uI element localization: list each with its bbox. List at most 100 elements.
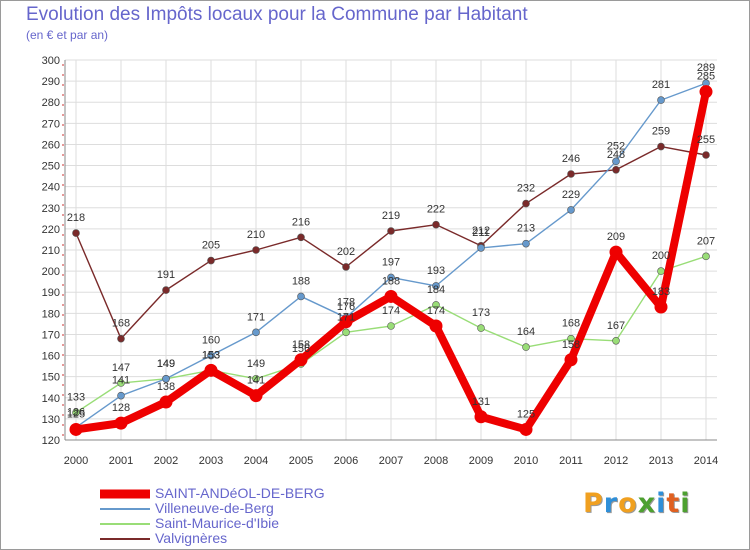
- data-point: [252, 374, 260, 383]
- chart-subtitle: (en € et par an): [26, 28, 109, 42]
- data-point: [702, 252, 710, 261]
- data-point: [384, 289, 398, 303]
- legend-swatch-saint-maurice: [100, 522, 150, 525]
- data-point: [204, 363, 218, 377]
- data-label: 229: [562, 189, 580, 201]
- data-point: [432, 220, 440, 229]
- data-label: 153: [202, 349, 220, 361]
- logo-letter: i: [680, 488, 691, 519]
- data-label: 188: [382, 275, 400, 287]
- data-point: [564, 353, 578, 367]
- logo-letter: o: [618, 488, 638, 519]
- data-label: 178: [337, 297, 355, 309]
- y-tick-label: 250: [42, 161, 60, 173]
- data-label: 259: [652, 126, 670, 138]
- y-tick-label: 270: [42, 118, 60, 130]
- data-label: 222: [427, 204, 445, 216]
- data-label: 167: [607, 320, 625, 332]
- data-label: 184: [427, 284, 445, 296]
- data-label: 183: [652, 286, 670, 298]
- y-tick-label: 260: [42, 139, 60, 151]
- series-0: [72, 142, 710, 343]
- logo-letter: r: [603, 488, 619, 519]
- data-label: 211: [472, 227, 490, 239]
- data-label: 255: [697, 134, 715, 146]
- data-label: 171: [247, 311, 265, 323]
- y-tick-label: 180: [42, 308, 60, 320]
- legend-label-saint-andeol: SAINT-ANDéOL-DE-BERG: [155, 485, 325, 501]
- data-point: [522, 343, 530, 351]
- x-tick-label: 2011: [559, 455, 583, 467]
- data-point: [567, 170, 575, 178]
- data-label: 213: [517, 223, 535, 235]
- data-label: 188: [292, 275, 310, 287]
- legend-swatch-villeneuve: [100, 507, 150, 510]
- data-point: [567, 206, 575, 214]
- data-point: [207, 256, 215, 265]
- y-tick-label: 130: [42, 414, 60, 426]
- data-point: [612, 336, 620, 345]
- data-label: 125: [517, 408, 535, 420]
- data-label: 156: [292, 343, 310, 355]
- x-tick-label: 2014: [694, 455, 718, 467]
- x-tick-label: 2000: [64, 455, 88, 467]
- x-tick-label: 2013: [649, 455, 673, 467]
- legend-swatch-valvigneres: [100, 537, 150, 540]
- y-tick-label: 280: [42, 97, 60, 109]
- y-tick-label: 190: [42, 287, 60, 299]
- data-point: [609, 245, 623, 259]
- data-label: 246: [562, 153, 580, 165]
- data-point: [72, 229, 80, 237]
- y-tick-label: 290: [42, 76, 60, 88]
- logo-letter: i: [656, 488, 667, 519]
- data-label: 212: [472, 225, 490, 237]
- data-point: [342, 328, 350, 337]
- data-point: [117, 391, 125, 400]
- data-point: [297, 233, 305, 242]
- legend-item-valvigneres: Valvignères: [100, 530, 400, 546]
- x-tick-label: 2001: [109, 455, 133, 467]
- data-label: 174: [427, 305, 445, 317]
- y-tick-label: 210: [42, 245, 60, 257]
- data-point: [657, 96, 665, 104]
- data-label: 193: [427, 265, 445, 277]
- data-label: 205: [202, 240, 220, 252]
- data-label: 153: [202, 349, 220, 361]
- data-label: 252: [607, 140, 625, 152]
- data-point: [117, 334, 125, 343]
- data-point: [339, 315, 353, 329]
- data-point: [162, 286, 170, 294]
- data-label: 149: [157, 358, 175, 370]
- data-label: 210: [247, 229, 265, 241]
- data-label: 126: [67, 406, 85, 418]
- data-label: 160: [202, 335, 220, 347]
- data-label: 164: [517, 326, 535, 338]
- data-point: [657, 142, 665, 151]
- data-label: 289: [697, 62, 715, 74]
- data-point: [159, 395, 173, 409]
- data-label: 248: [607, 149, 625, 161]
- data-point: [249, 389, 263, 403]
- data-point: [474, 410, 488, 424]
- data-point: [657, 267, 665, 275]
- data-label: 158: [292, 339, 310, 351]
- data-label: 191: [157, 269, 175, 281]
- data-point: [699, 85, 713, 99]
- data-label: 216: [292, 216, 310, 228]
- series-2: [72, 79, 710, 432]
- logo-letter: x: [637, 488, 657, 519]
- data-label: 173: [472, 307, 490, 319]
- legend-label-saint-maurice: Saint-Maurice-d'Ibie: [155, 515, 280, 531]
- y-tick-label: 160: [42, 351, 60, 363]
- data-label: 133: [67, 392, 85, 404]
- legend-item-villeneuve: Villeneuve-de-Berg: [100, 500, 400, 516]
- legend-item-saint-andeol: SAINT-ANDéOL-DE-BERG: [100, 485, 400, 501]
- data-label: 125: [67, 408, 85, 420]
- y-tick-label: 300: [42, 55, 60, 67]
- data-label: 168: [112, 318, 130, 330]
- data-point: [294, 353, 308, 367]
- x-tick-label: 2007: [379, 455, 403, 467]
- x-tick-label: 2003: [199, 455, 223, 467]
- x-tick-label: 2005: [289, 455, 313, 467]
